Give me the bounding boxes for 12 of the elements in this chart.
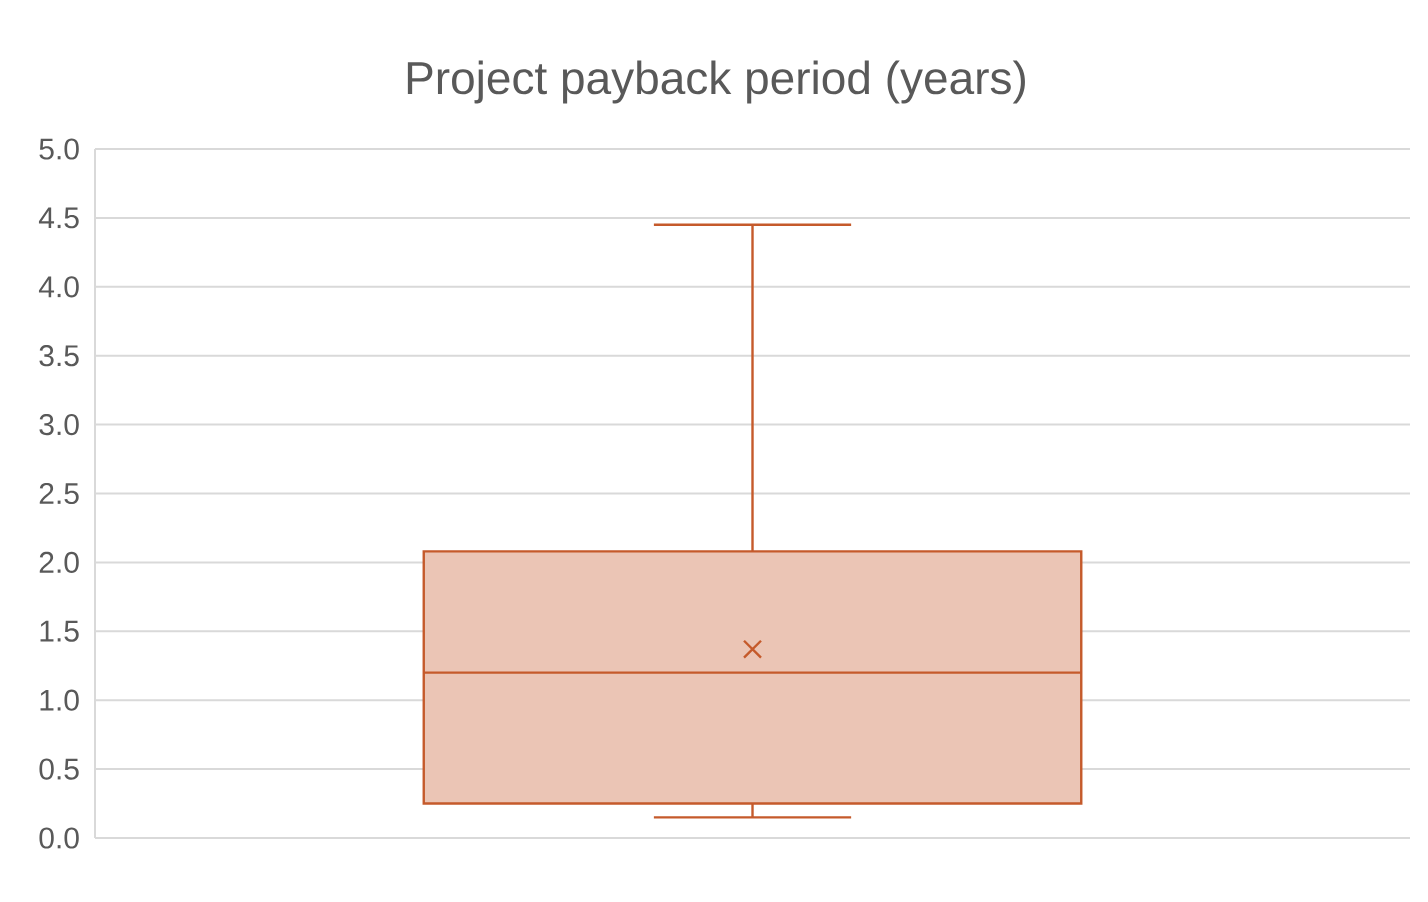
y-tick-label: 2.5 <box>39 482 79 505</box>
y-tick-label: 0.5 <box>39 758 79 780</box>
y-tick-label: 0.0 <box>39 827 79 849</box>
y-tick-label: 3.0 <box>39 413 79 436</box>
y-tick-label: 5.0 <box>39 138 79 160</box>
y-tick-label: 4.5 <box>38 207 79 229</box>
y-tick-label: 1.5 <box>40 620 79 642</box>
y-tick-label: 2.0 <box>39 551 79 574</box>
y-tick-label: 4.0 <box>38 276 79 298</box>
y-tick-label: 3.5 <box>39 345 79 367</box>
y-tick-label: 1.0 <box>40 689 79 711</box>
chart-title: Project payback period (years) <box>407 60 1025 104</box>
